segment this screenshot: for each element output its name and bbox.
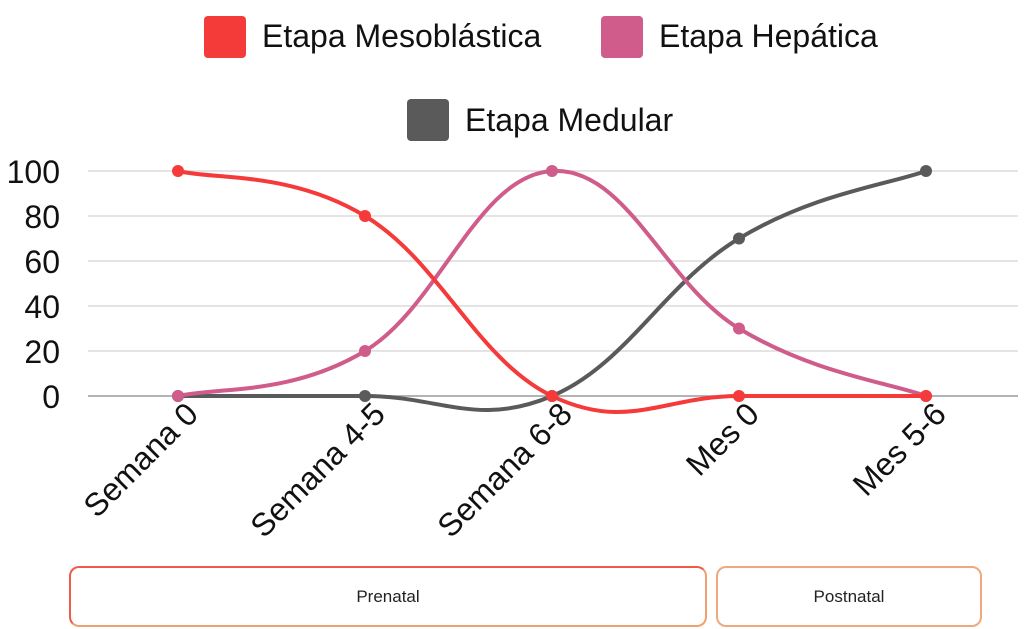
data-point bbox=[920, 165, 932, 177]
legend-label: Etapa Medular bbox=[465, 102, 673, 138]
x-tick-label: Semana 0 bbox=[76, 395, 205, 524]
x-tick-label: Mes 5-6 bbox=[846, 395, 953, 502]
data-point bbox=[733, 322, 745, 335]
data-point bbox=[172, 165, 184, 177]
period-box-postnatal: Postnatal bbox=[716, 566, 982, 627]
y-tick-label: 20 bbox=[24, 334, 60, 370]
period-label-postnatal: Postnatal bbox=[813, 586, 885, 606]
series-lines bbox=[176, 168, 928, 414]
y-tick-label: 0 bbox=[42, 379, 60, 415]
legend-swatch bbox=[601, 16, 643, 58]
data-point bbox=[359, 390, 371, 402]
data-point bbox=[172, 390, 184, 402]
legend-swatch bbox=[204, 16, 246, 58]
period-box-prenatal: Prenatal bbox=[69, 566, 707, 627]
data-point bbox=[546, 165, 558, 177]
legend-label: Etapa Hepática bbox=[659, 18, 878, 54]
x-axis-ticks: Semana 0 Semana 4-5 Semana 6-8 Mes 0 Mes 5-6 bbox=[76, 395, 953, 544]
x-tick-label: Mes 0 bbox=[679, 395, 766, 482]
y-tick-label: 100 bbox=[7, 154, 60, 190]
period-label-prenatal: Prenatal bbox=[356, 586, 420, 606]
legend-swatch bbox=[407, 99, 449, 141]
y-tick-label: 80 bbox=[24, 199, 60, 235]
x-tick-label: Semana 6-8 bbox=[430, 395, 579, 544]
grid-lines bbox=[88, 170, 1018, 397]
legend-label: Etapa Mesoblástica bbox=[262, 18, 541, 54]
data-point bbox=[733, 390, 745, 402]
data-point bbox=[920, 390, 932, 402]
y-tick-label: 60 bbox=[24, 244, 60, 280]
x-tick-label: Semana 4-5 bbox=[243, 395, 392, 544]
series-line-0 bbox=[176, 169, 928, 414]
data-point bbox=[359, 345, 371, 357]
data-point bbox=[733, 232, 745, 245]
data-point bbox=[546, 390, 558, 402]
data-point bbox=[359, 210, 371, 222]
series-points bbox=[172, 165, 932, 402]
legend: Etapa Mesoblástica Etapa Hepática Etapa Me… bbox=[204, 16, 878, 141]
series-line-2 bbox=[176, 169, 928, 412]
y-tick-label: 40 bbox=[24, 289, 60, 325]
y-axis-ticks: 0 20 40 60 80 100 bbox=[7, 154, 60, 415]
